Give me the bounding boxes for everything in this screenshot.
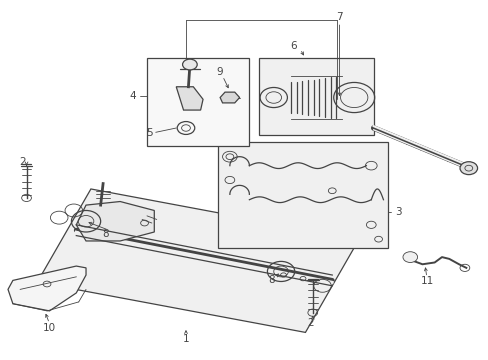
Text: 7: 7 [336, 12, 342, 22]
Polygon shape [147, 58, 249, 146]
Text: 5: 5 [146, 129, 152, 138]
Polygon shape [37, 189, 358, 332]
Text: 1: 1 [183, 333, 189, 343]
Polygon shape [176, 87, 203, 110]
Text: 10: 10 [43, 323, 56, 333]
Text: 4: 4 [129, 91, 135, 101]
Circle shape [402, 252, 417, 262]
Polygon shape [8, 266, 86, 311]
Polygon shape [220, 92, 239, 103]
Circle shape [182, 59, 197, 70]
Text: 3: 3 [394, 207, 401, 217]
Text: 2: 2 [19, 157, 25, 167]
Text: 8: 8 [267, 275, 274, 285]
Circle shape [459, 162, 477, 175]
Text: 9: 9 [216, 67, 223, 77]
Text: 11: 11 [420, 276, 433, 286]
Text: 6: 6 [289, 41, 296, 50]
Polygon shape [259, 58, 373, 135]
Text: 2: 2 [306, 319, 313, 328]
Text: 8: 8 [102, 229, 109, 239]
Polygon shape [217, 142, 387, 248]
Polygon shape [76, 202, 154, 241]
